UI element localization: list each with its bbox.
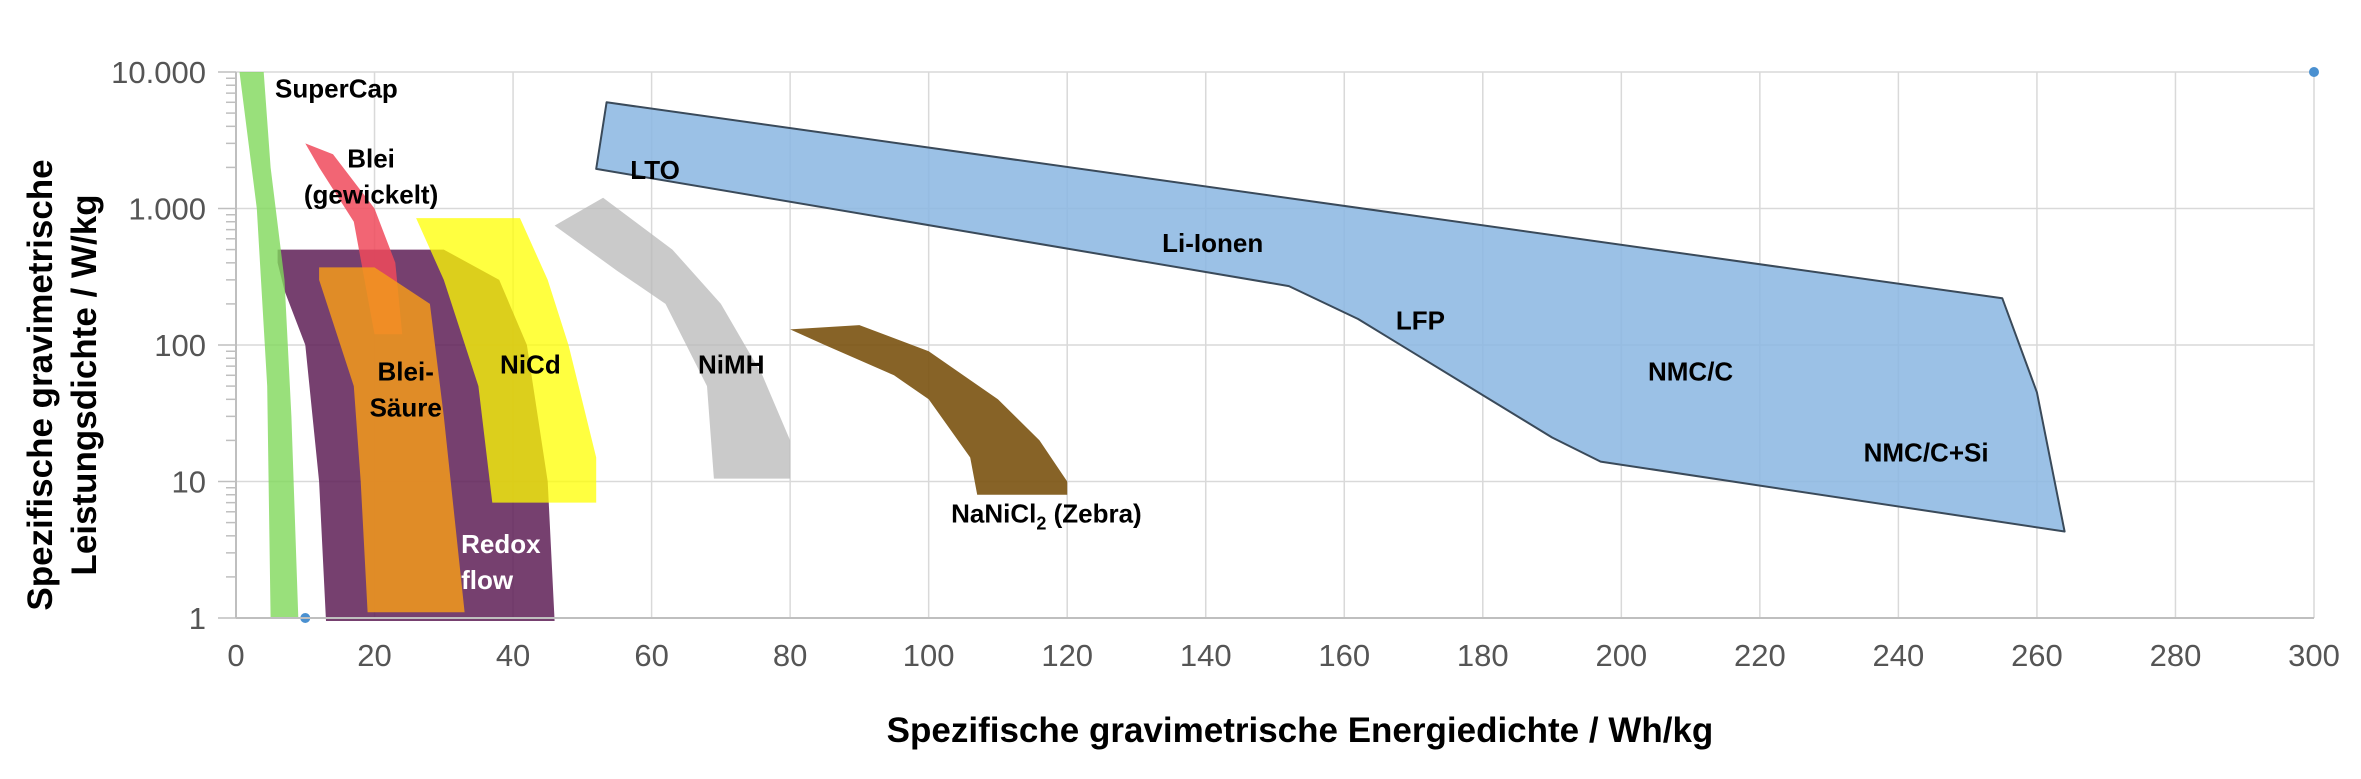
region-label-subscript: 2	[1036, 514, 1046, 534]
x-tick-label: 0	[227, 638, 244, 673]
region-nicd	[416, 218, 597, 503]
region-label-line: Blei	[347, 143, 395, 173]
region-label: NiMH	[698, 349, 764, 379]
region-label: Redox flow	[461, 529, 541, 595]
x-tick-label: 260	[2011, 638, 2063, 673]
region-li-ionen	[595, 101, 2066, 533]
region-label-line: (gewickelt)	[304, 179, 438, 209]
grid-lines	[236, 71, 2315, 619]
x-tick-label: 280	[2150, 638, 2202, 673]
x-tick-label: 60	[634, 638, 668, 673]
y-tick-label: 10	[172, 465, 206, 500]
y-axis-title: Spezifische gravimetrische Leistungsdich…	[21, 159, 104, 610]
chart-regions	[239, 67, 2319, 623]
region-blei-s-ure	[319, 267, 465, 613]
x-tick-label: 180	[1457, 638, 1509, 673]
x-tick-label: 220	[1734, 638, 1786, 673]
region-label: LTO	[630, 155, 680, 185]
y-axis-title-line2: Leistungsdichte / W/kg	[65, 194, 104, 575]
region-nimh	[554, 197, 791, 479]
region-label: Li-Ionen	[1162, 228, 1263, 258]
region-label-line: Säure	[370, 392, 442, 422]
region-label: NiCd	[500, 349, 561, 379]
x-tick-label: 240	[1873, 638, 1925, 673]
region-label-line: Redox	[461, 529, 541, 559]
region-label: Blei- Säure	[370, 356, 442, 422]
y-tick-label: 1.000	[128, 192, 206, 227]
x-tick-label: 160	[1318, 638, 1370, 673]
region-nanicl2-zebra	[790, 325, 1068, 495]
x-tick-label: 20	[357, 638, 391, 673]
x-tick-label: 140	[1180, 638, 1232, 673]
region-label-text: NaNiCl	[951, 499, 1036, 529]
region-label: NMC/C+Si	[1864, 438, 1989, 468]
x-axis-title: Spezifische gravimetrische Energiedichte…	[887, 711, 1714, 750]
region-labels: SuperCap Blei (gewickelt) Blei- Säure NiCd NiM…	[275, 74, 1989, 595]
x-tick-label: 300	[2288, 638, 2340, 673]
y-tick-label: 10.000	[111, 55, 206, 90]
y-tick-label: 100	[154, 328, 206, 363]
x-tick-label: 100	[903, 638, 955, 673]
x-tick-label: 40	[496, 638, 530, 673]
axes: 0 20 40 60 80 100 120 140 160 180 200 220 240 260 280 3…	[111, 55, 2340, 673]
y-tick-label: 1	[189, 601, 206, 636]
region-label: NaNiCl2 (Zebra)	[951, 499, 1142, 534]
region-label: SuperCap	[275, 74, 398, 104]
region-label: NMC/C	[1648, 356, 1733, 386]
region-label-line: Blei-	[378, 356, 434, 386]
region-label-line: flow	[461, 565, 514, 595]
region-label-suffix: (Zebra)	[1046, 499, 1141, 529]
region-label: Blei (gewickelt)	[304, 143, 438, 209]
region-label: LFP	[1396, 305, 1445, 335]
x-tick-label: 200	[1595, 638, 1647, 673]
x-tick-label: 120	[1041, 638, 1093, 673]
data-point-marker	[2309, 67, 2319, 77]
x-tick-label: 80	[773, 638, 807, 673]
y-axis-title-line1: Spezifische gravimetrische	[21, 159, 60, 610]
region-supercap	[239, 72, 299, 618]
